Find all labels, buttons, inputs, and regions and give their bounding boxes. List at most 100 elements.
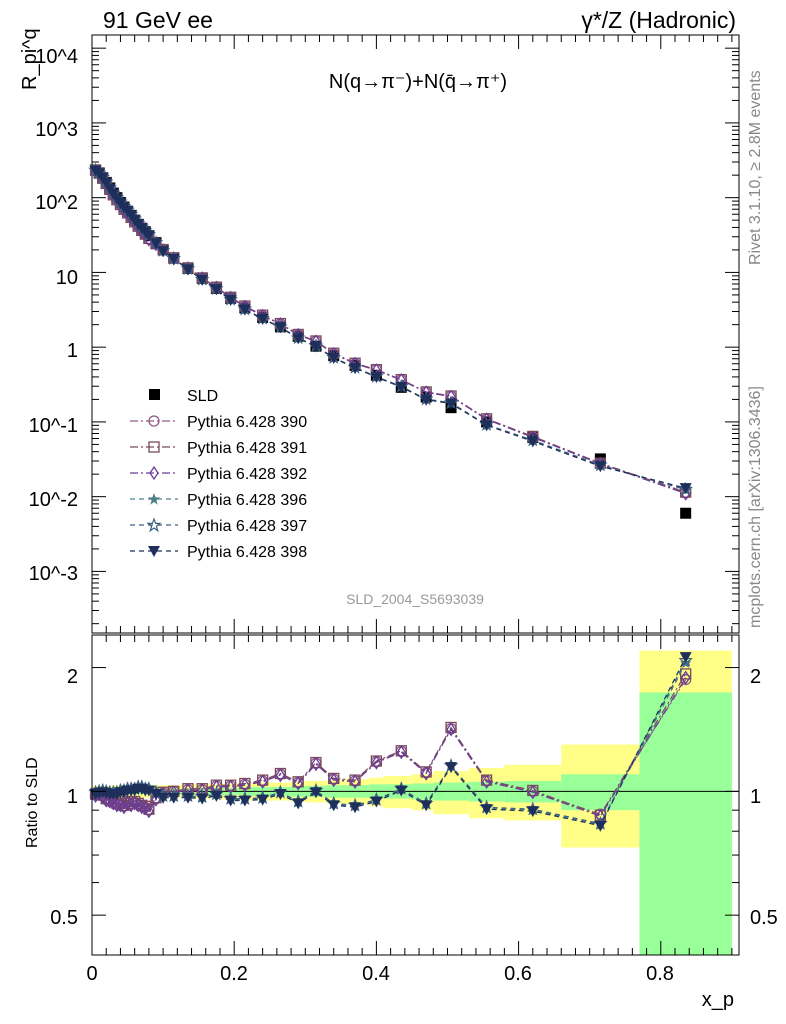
data-point (256, 314, 269, 326)
ytick-label-1e3: 10^3 (35, 119, 78, 141)
ratio-point (481, 774, 492, 789)
legend-entry-392: Pythia 6.428 392 (130, 465, 307, 483)
ratio-point (396, 745, 407, 760)
ratio-point (157, 792, 170, 804)
data-point (680, 507, 692, 519)
data-point (196, 274, 209, 286)
data-point (142, 230, 155, 242)
legend-entry-397: Pythia 6.428 397 (130, 517, 307, 535)
legend-marker-397 (146, 517, 162, 533)
lower-ytick-label-0_5-right: 0.5 (750, 907, 778, 929)
legend-entry-391: Pythia 6.428 391 (130, 440, 307, 457)
ratio-point (679, 652, 692, 664)
lower-ytick-label-2: 2 (67, 666, 78, 688)
legend-marker-sld (149, 389, 160, 400)
lower-frame (91, 634, 740, 956)
legend-label-398: Pythia 6.428 398 (187, 544, 307, 561)
series-1 (89, 164, 692, 499)
ratio-point (142, 785, 155, 797)
ratio-point (275, 767, 286, 783)
xtick-label-0_8: 0.8 (646, 963, 674, 985)
mcplots-label: mcplots.cern.ch [arXiv:1306.3436] (747, 386, 764, 628)
ratio-point (293, 776, 303, 791)
lower-ytick-label-1-right: 1 (750, 786, 761, 808)
upper-series (88, 162, 693, 519)
series-3 (90, 163, 691, 501)
ratio-point (445, 762, 458, 774)
lower-ytick-label-2-right: 2 (750, 666, 761, 688)
inner-band (639, 692, 732, 955)
ratio-series-5 (89, 652, 692, 832)
ratio-point (528, 785, 538, 800)
data-point (445, 398, 458, 410)
data-point (349, 363, 362, 375)
ratio-point (112, 798, 122, 813)
ytick-label-1e4: 10^4 (35, 46, 78, 68)
upper-annotation: N(q→π⁻)+N(q̄→π⁺) (329, 71, 507, 93)
legend-entry-390: Pythia 6.428 390 (130, 414, 307, 431)
ratio-point (181, 792, 194, 804)
ratio-point (149, 789, 162, 801)
legend-label-391: Pythia 6.428 391 (187, 440, 307, 457)
ratio-point (327, 800, 340, 812)
upper-panel: 10^4 10^3 10^2 10 1 10^-1 10^-2 10^-3 R_… (19, 28, 740, 634)
data-point (594, 461, 607, 473)
series-line (95, 170, 686, 494)
ratio-point (210, 790, 223, 802)
ratio-point (371, 755, 382, 770)
xtick-label-0_6: 0.6 (504, 963, 532, 985)
ratio-point (126, 798, 136, 813)
legend: SLD Pythia 6.428 390 Pythia 6.428 391 Py… (130, 388, 307, 561)
ratio-point (395, 785, 408, 797)
ytick-label-1e-3: 10^-3 (29, 563, 78, 585)
data-point (292, 333, 305, 345)
ratio-point (680, 670, 691, 685)
ratio-point (480, 804, 493, 816)
ratio-point (224, 795, 237, 807)
ratio-point (256, 794, 269, 806)
xtick-label-0_2: 0.2 (220, 963, 248, 985)
data-point (679, 483, 692, 495)
ratio-point (678, 652, 693, 667)
inner-band (561, 774, 640, 811)
ratio-line (95, 673, 687, 816)
legend-label-396: Pythia 6.428 396 (187, 492, 307, 509)
legend-entry-396: Pythia 6.428 396 (130, 492, 307, 509)
ratio-point (274, 789, 287, 801)
data-point (157, 246, 170, 258)
data-point (238, 304, 251, 316)
ratio-point (136, 800, 147, 815)
ytick-label-10: 10 (56, 267, 78, 289)
ratio-point (370, 796, 383, 808)
ratio-point (151, 792, 161, 807)
lower-ylabel: Ratio to SLD (24, 757, 41, 848)
watermark: SLD_2004_S5693039 (346, 591, 484, 607)
x-axis-label: x_p (702, 989, 734, 1011)
ratio-point (238, 795, 251, 807)
series-line (95, 170, 686, 495)
ratio-point (421, 766, 431, 781)
legend-label-sld: SLD (187, 388, 218, 405)
lower-series (88, 652, 693, 832)
data-point (274, 322, 287, 334)
legend-marker-391 (148, 441, 160, 453)
ratio-point (349, 802, 362, 814)
series-6 (89, 165, 692, 495)
data-point (370, 372, 383, 384)
lower-yticks (92, 667, 739, 916)
data-point (149, 238, 162, 250)
ratio-point (144, 803, 154, 819)
legend-marker-390 (148, 415, 160, 427)
upper-frame (91, 34, 740, 634)
data-point (480, 420, 493, 432)
data-point (327, 353, 340, 365)
ytick-label-1e-1: 10^-1 (29, 415, 78, 437)
ratio-point (196, 793, 209, 805)
legend-marker-398 (148, 546, 160, 557)
lower-ytick-label-1: 1 (67, 786, 78, 808)
x-ticks (91, 35, 733, 955)
ytick-label-1e-2: 10^-2 (29, 489, 78, 511)
data-point (181, 264, 194, 276)
ratio-point (328, 772, 339, 788)
legend-entry-398: Pythia 6.428 398 (130, 544, 307, 561)
